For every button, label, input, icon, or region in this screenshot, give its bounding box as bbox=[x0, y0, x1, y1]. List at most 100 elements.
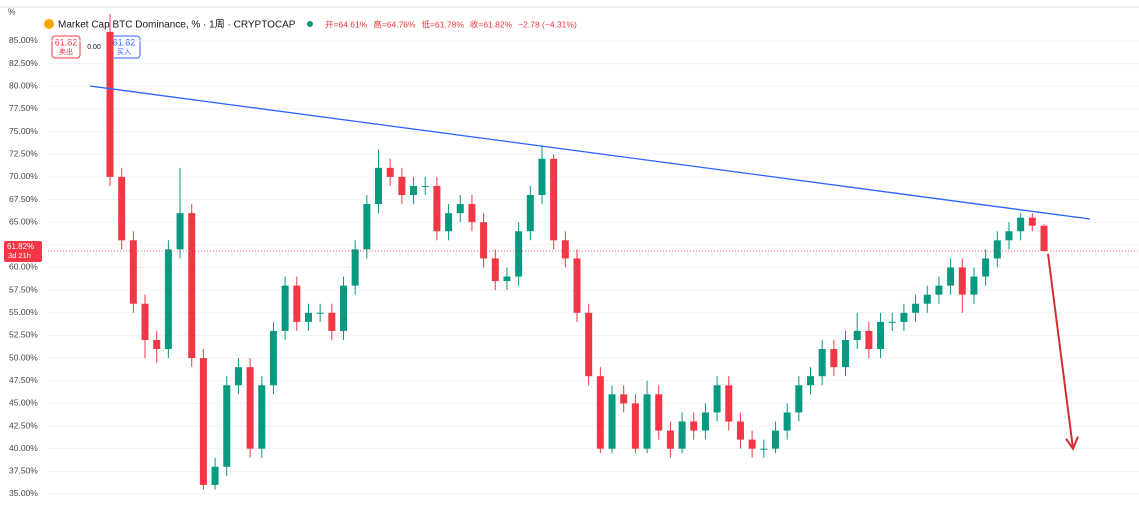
candle-body bbox=[725, 385, 733, 422]
candle-body bbox=[269, 330, 277, 386]
candle-body bbox=[351, 249, 359, 286]
candle-body bbox=[234, 367, 242, 386]
arrow-head bbox=[1065, 436, 1079, 451]
y-tick-label: 60.00% bbox=[9, 262, 38, 272]
status-dot bbox=[307, 21, 313, 27]
candle-body bbox=[293, 285, 301, 322]
candle-body bbox=[106, 31, 114, 177]
candle-body bbox=[456, 204, 464, 214]
sell-button[interactable] bbox=[51, 35, 81, 59]
candle-body bbox=[550, 158, 558, 241]
candle-body bbox=[176, 213, 184, 250]
candle-body bbox=[923, 294, 931, 304]
candle-body bbox=[328, 312, 336, 331]
candle-body bbox=[538, 158, 546, 196]
candle-body bbox=[690, 421, 698, 431]
ohlc-value: 高=64.76% bbox=[373, 19, 416, 29]
candle-body bbox=[865, 330, 873, 350]
ohlc-legend: 开=64.61% 高=64.76% 低=61.78% 收=61.82% −2.78 (−… bbox=[325, 19, 577, 29]
candle-body bbox=[304, 312, 312, 322]
candle-body bbox=[736, 421, 744, 440]
arrow bbox=[1047, 253, 1074, 449]
y-tick-label: 55.00% bbox=[9, 307, 38, 317]
candle-body bbox=[1017, 217, 1025, 232]
candle-body bbox=[1028, 217, 1036, 226]
candle-body bbox=[188, 213, 196, 359]
candle-body bbox=[970, 276, 978, 295]
candle-body bbox=[900, 312, 908, 322]
candle-body bbox=[386, 167, 394, 177]
candle-body bbox=[771, 430, 779, 449]
candle-body bbox=[1005, 231, 1013, 241]
candle-body bbox=[993, 240, 1001, 259]
candle-body bbox=[701, 412, 709, 431]
candle-body bbox=[164, 249, 172, 350]
candle-body bbox=[363, 204, 371, 250]
candle-body bbox=[842, 339, 850, 368]
candle-body bbox=[678, 421, 686, 449]
candle-body bbox=[433, 185, 441, 232]
candle-body bbox=[631, 403, 639, 449]
candle-body bbox=[912, 303, 920, 313]
candle-body bbox=[153, 339, 161, 350]
candle-body bbox=[561, 240, 569, 259]
y-tick-label: 40.00% bbox=[9, 443, 38, 453]
chart-title: Market Cap BTC Dominance, % · 1周 · CRYPT… bbox=[58, 19, 296, 31]
symbol-icon bbox=[44, 19, 54, 29]
ohlc-value: 收=61.82% bbox=[470, 19, 513, 29]
candle-body bbox=[246, 367, 254, 449]
buy-price: 61.82 bbox=[113, 37, 136, 47]
y-tick-label: 85.00% bbox=[9, 35, 38, 45]
candle-body bbox=[316, 312, 324, 314]
candle-body bbox=[491, 258, 499, 282]
candle-body bbox=[258, 385, 266, 449]
candle-body bbox=[888, 321, 896, 323]
candle-body bbox=[515, 231, 523, 277]
y-tick-label: 50.00% bbox=[9, 352, 38, 362]
y-tick-label: 65.00% bbox=[9, 216, 38, 226]
candle-body bbox=[141, 303, 149, 340]
candle-body bbox=[468, 204, 476, 223]
y-tick-label: 52.50% bbox=[9, 330, 38, 340]
candle-body bbox=[503, 276, 511, 282]
candle-body bbox=[795, 385, 803, 413]
candle-body bbox=[480, 222, 488, 259]
candle-body bbox=[573, 258, 581, 313]
candle-body bbox=[585, 312, 593, 377]
candle-body bbox=[666, 430, 674, 449]
candle-body bbox=[410, 185, 418, 196]
candle-body bbox=[947, 267, 955, 286]
candle-body bbox=[211, 466, 219, 485]
candle-body bbox=[199, 358, 207, 485]
candle-body bbox=[982, 258, 990, 277]
y-tick-label: 45.00% bbox=[9, 398, 38, 408]
candle-body bbox=[620, 394, 628, 404]
candle-body bbox=[608, 394, 616, 449]
candle-body bbox=[596, 376, 604, 449]
candle-body bbox=[783, 412, 791, 431]
y-tick-label: 77.50% bbox=[9, 103, 38, 113]
candle-body bbox=[760, 448, 768, 450]
buy-label: 买入 bbox=[117, 48, 131, 56]
y-tick-label: 57.50% bbox=[9, 284, 38, 294]
y-tick-label: 35.00% bbox=[9, 488, 38, 498]
y-tick-label: 42.50% bbox=[9, 420, 38, 430]
candle-body bbox=[281, 285, 289, 331]
last-price-label: 61.82% bbox=[7, 242, 34, 251]
candle-body bbox=[806, 376, 815, 386]
y-tick-label: 75.00% bbox=[9, 126, 38, 136]
candle-body bbox=[398, 176, 406, 196]
y-tick-label: 47.50% bbox=[9, 375, 38, 385]
candle-body bbox=[958, 267, 966, 295]
spread: 0.00 bbox=[87, 44, 101, 51]
candle-body bbox=[1040, 225, 1048, 252]
trendline bbox=[89, 85, 1091, 220]
y-unit: % bbox=[8, 6, 16, 16]
countdown: 3d 21h bbox=[8, 251, 31, 260]
candle-body bbox=[830, 349, 838, 368]
candle-body bbox=[118, 176, 126, 241]
ohlc-value: −2.78 (−4.31%) bbox=[518, 19, 577, 29]
sell-price: 61.82 bbox=[55, 37, 78, 47]
candle-body bbox=[818, 349, 826, 377]
candle-body bbox=[129, 240, 137, 304]
